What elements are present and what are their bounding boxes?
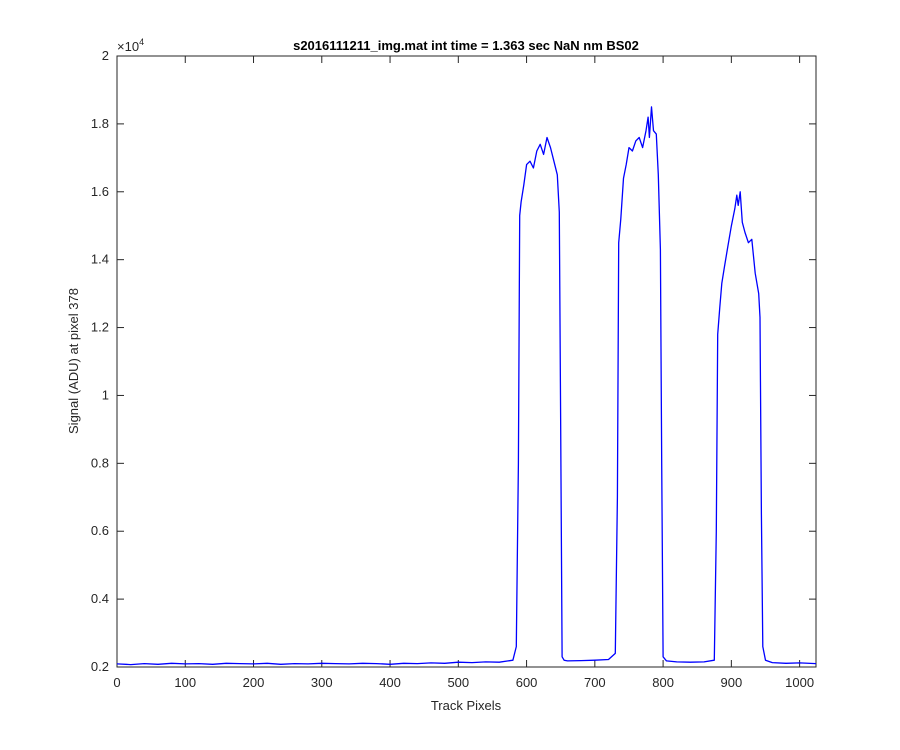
y-tick-label: 1.6 — [91, 184, 109, 199]
y-tick-label: 0.8 — [91, 455, 109, 470]
chart-title: s2016111211_img.mat int time = 1.363 sec… — [293, 38, 639, 53]
y-axis-label: Signal (ADU) at pixel 378 — [66, 288, 81, 434]
series-line — [116, 106, 817, 666]
x-tick-label: 900 — [721, 675, 743, 690]
x-tick-label: 800 — [652, 675, 674, 690]
y-tick-label: 1.2 — [91, 320, 109, 335]
series-layer — [116, 106, 817, 666]
x-tick-label: 300 — [311, 675, 333, 690]
x-axis-label: Track Pixels — [431, 698, 502, 713]
x-tick-label: 400 — [379, 675, 401, 690]
y-tick-label: 1.4 — [91, 252, 109, 267]
y-tick-label: 1.8 — [91, 116, 109, 131]
x-tick-label: 600 — [516, 675, 538, 690]
y-tick-label: 0.6 — [91, 523, 109, 538]
y-tick-label: 0.2 — [91, 659, 109, 674]
x-tick-label: 0 — [113, 675, 120, 690]
x-tick-label: 100 — [174, 675, 196, 690]
x-tick-label: 700 — [584, 675, 606, 690]
y-exponent-base: ×10 — [117, 39, 139, 54]
x-tick-label: 200 — [243, 675, 265, 690]
y-exponent-power: 4 — [139, 37, 144, 47]
x-tick-label: 1000 — [785, 675, 814, 690]
y-tick-label: 2 — [102, 48, 109, 63]
y-tick-label: 0.4 — [91, 591, 109, 606]
x-axis-ticks: 0 100 200 300 400 500 600 700 800 900 1000 — [113, 56, 814, 690]
y-exponent-label: ×104 — [117, 37, 144, 54]
plot-area — [116, 55, 817, 668]
x-tick-label: 500 — [447, 675, 469, 690]
y-tick-label: 1 — [102, 387, 109, 402]
y-axis-ticks: 0.2 0.4 0.6 0.8 1 1.2 1.4 1.6 1.8 2 — [91, 48, 816, 674]
